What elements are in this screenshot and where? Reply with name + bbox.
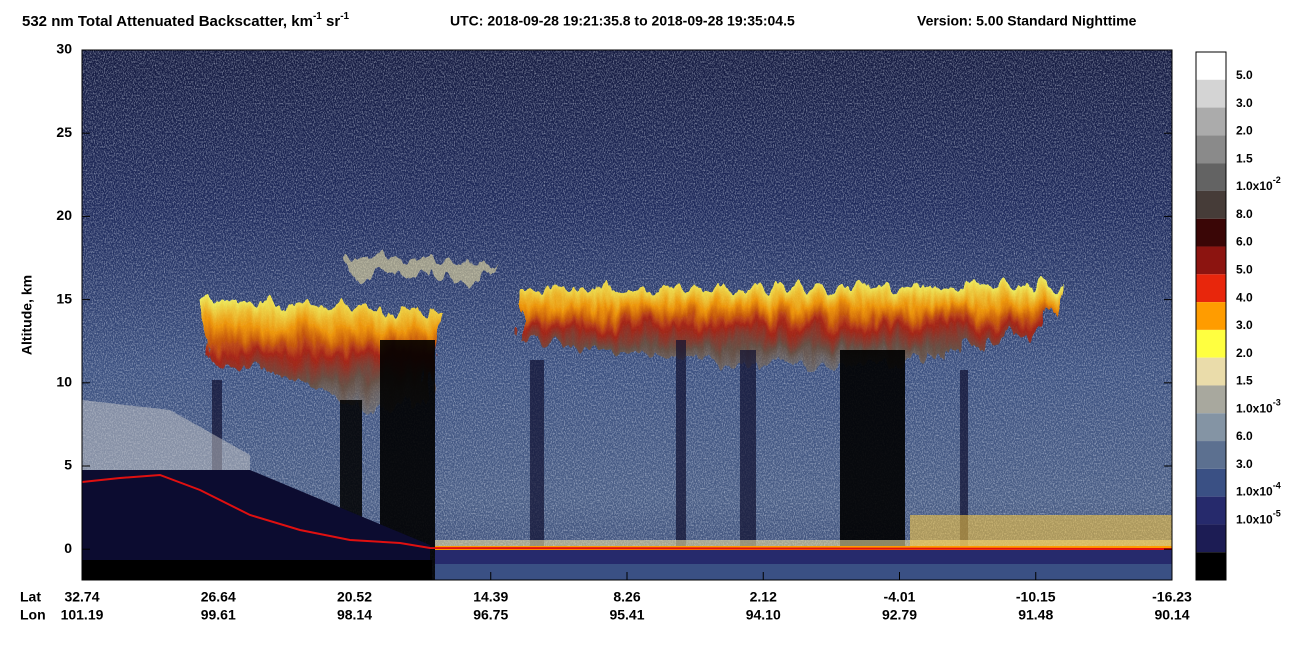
colorbar-label: 3.0 [1236,96,1253,110]
colorbar-label-exp: -3 [1273,398,1281,408]
x-tick-label: 91.48 [1018,607,1053,623]
colorbar-label: 1.0x10-4 [1236,481,1281,499]
colorbar-label: 2.0 [1236,346,1253,360]
colorbar-swatch [1196,274,1226,303]
y-axis-label: Altitude, km [19,275,35,355]
x-tick-label: 90.14 [1154,607,1189,623]
y-tick-label: 5 [64,457,72,473]
title-superscript: -1 [340,11,349,22]
version: Version: 5.00 Standard Nighttime [917,13,1137,29]
x-tick-label: 94.10 [746,607,781,623]
colorbar-swatch [1196,79,1226,108]
x-tick-label: 20.52 [337,589,372,605]
colorbar-label-base: 1.0x10 [1236,513,1273,527]
colorbar-swatch [1196,385,1226,414]
colorbar-label-exp: -2 [1273,175,1281,185]
title-superscript: -1 [313,11,322,22]
y-tick-label: 15 [56,290,72,306]
x-tick-label: 92.79 [882,607,917,623]
title: 532 nm Total Attenuated Backscatter, km-… [22,11,1137,30]
colorbar-label-base: 1.0x10 [1236,179,1273,193]
colorbar-label: 2.0 [1236,124,1253,138]
y-tick-label: 20 [56,207,72,223]
title-text: 532 nm Total Attenuated Backscatter, km [22,13,313,30]
colorbar-label: 1.0x10-2 [1236,175,1281,193]
colorbar-swatch [1196,135,1226,164]
colorbar-label: 1.0x10-3 [1236,398,1281,416]
x-tick-label: -4.01 [884,589,916,605]
x-tick-label: 8.26 [613,589,640,605]
colorbar-label: 1.5 [1236,374,1253,388]
x-tick-label: -10.15 [1016,589,1056,605]
x-tick-label: -16.23 [1152,589,1192,605]
x-tick-label: 95.41 [609,607,644,623]
x-tick-label: 26.64 [201,589,236,605]
y-tick-label: 0 [64,540,72,556]
colorbar-swatch [1196,357,1226,386]
time-range: UTC: 2018-09-28 19:21:35.8 to 2018-09-28… [450,13,795,29]
colorbar-label: 3.0 [1236,457,1253,471]
colorbar-label: 4.0 [1236,290,1253,304]
colorbar-swatch [1196,552,1226,580]
y-tick-label: 10 [56,374,72,390]
x-tick-label: 32.74 [64,589,99,605]
colorbar-label: 5.0 [1236,262,1253,276]
colorbar-swatch [1196,107,1226,136]
colorbar: 5.03.02.01.51.0x10-28.06.05.04.03.02.01.… [1195,51,1281,581]
colorbar-swatch [1196,163,1226,191]
colorbar-swatch [1196,190,1226,219]
colorbar-swatch [1196,246,1226,275]
colorbar-label: 1.0x10-5 [1236,509,1281,527]
x-tick-label: 99.61 [201,607,236,623]
colorbar-swatch [1196,302,1226,330]
colorbar-swatch [1196,468,1226,497]
chart-title: 532 nm Total Attenuated Backscatter, km-… [22,11,350,30]
x-tick-label: 2.12 [750,589,777,605]
colorbar-label: 6.0 [1236,235,1253,249]
colorbar-label: 5.0 [1236,68,1253,82]
colorbar-label: 6.0 [1236,429,1253,443]
title-text: sr [322,13,341,30]
y-tick-label: 30 [56,41,72,57]
curtain-image [81,50,1173,580]
colorbar-label-exp: -5 [1273,509,1281,519]
x-tick-label: 96.75 [473,607,508,623]
colorbar-label: 1.5 [1236,151,1253,165]
colorbar-swatch [1196,524,1226,553]
x-tick-label: 101.19 [61,607,104,623]
x-row-name: Lat [20,589,41,605]
colorbar-swatch [1196,52,1226,80]
colorbar-label: 8.0 [1236,207,1253,221]
colorbar-swatch [1196,441,1226,469]
colorbar-swatch [1196,329,1226,358]
colorbar-frame [1195,51,1227,581]
colorbar-label-base: 1.0x10 [1236,401,1273,415]
x-row-name: Lon [20,607,46,623]
x-tick-label: 98.14 [337,607,372,623]
x-tick-label: 14.39 [473,589,508,605]
colorbar-swatch [1196,496,1226,525]
colorbar-label-exp: -4 [1273,481,1281,491]
colorbar-label: 3.0 [1236,318,1253,332]
colorbar-swatch [1196,413,1226,442]
y-tick-label: 25 [56,124,72,140]
colorbar-label-base: 1.0x10 [1236,485,1273,499]
colorbar-swatch [1196,218,1226,247]
